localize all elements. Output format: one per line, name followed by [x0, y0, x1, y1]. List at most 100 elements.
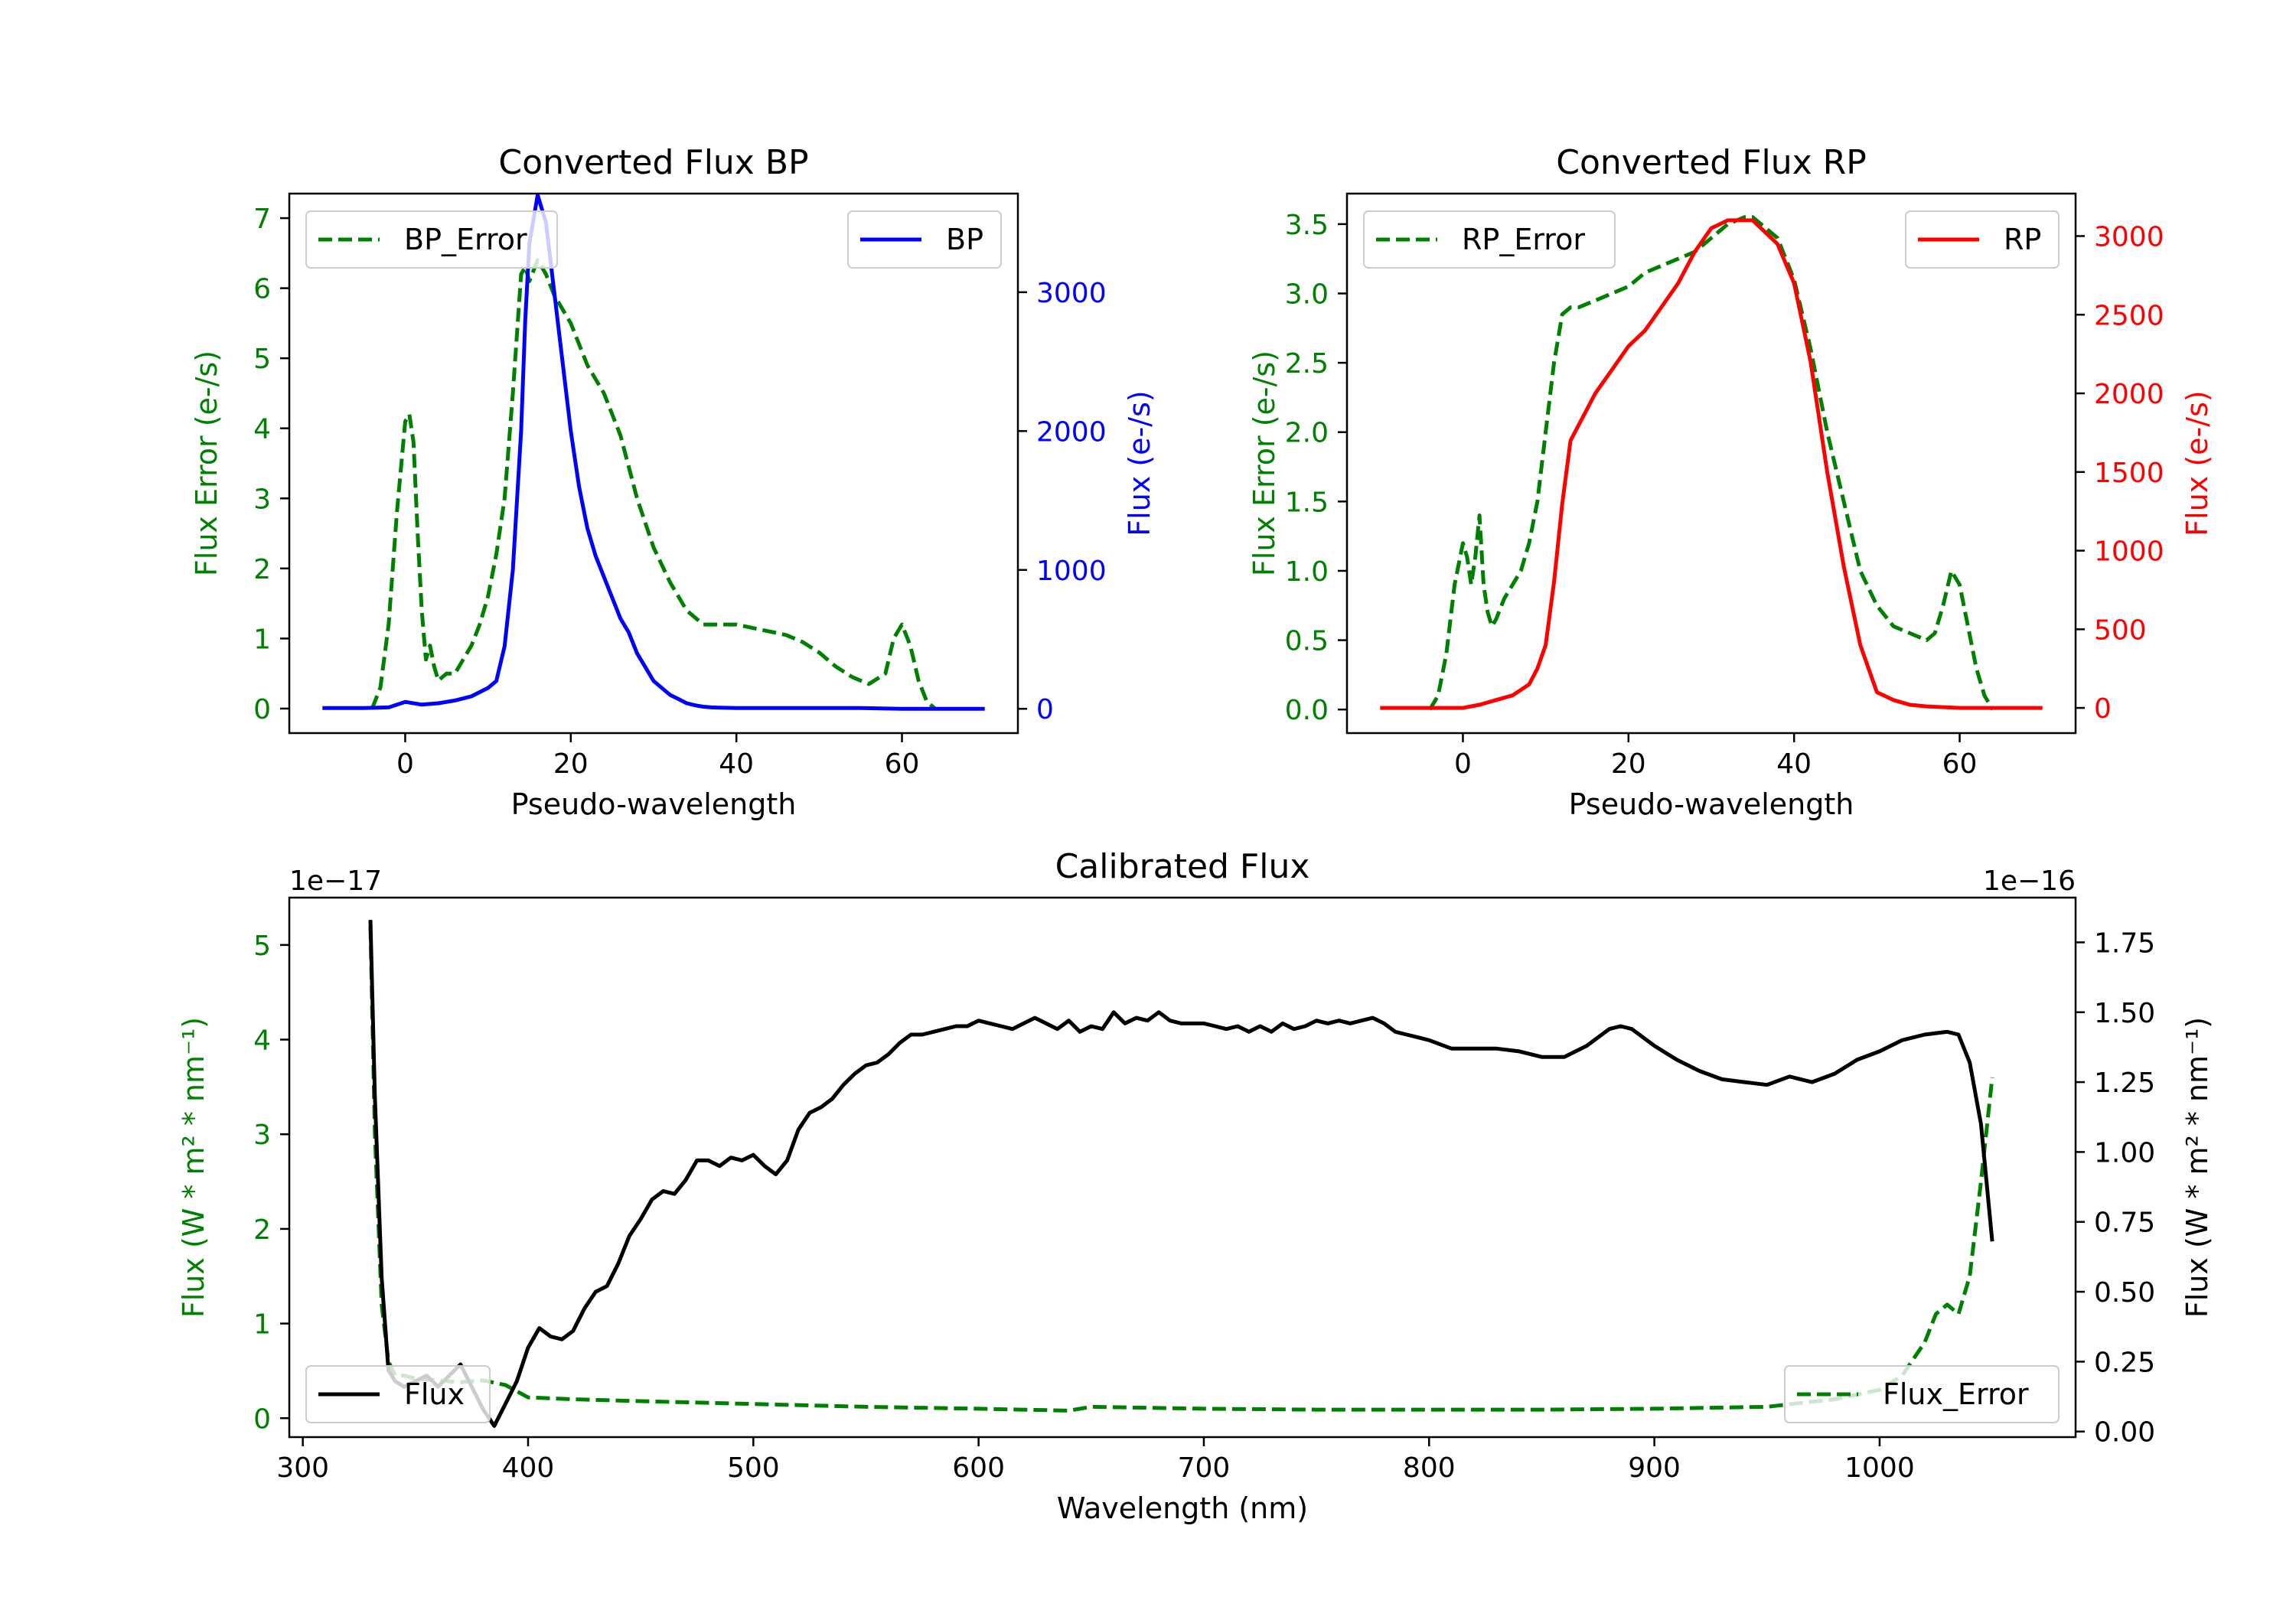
chart-bp: Converted Flux BP0 20 40 60Pseudo-wavelengt… [190, 143, 1156, 821]
legend-box [1784, 1365, 2060, 1423]
legend-box [1905, 210, 2060, 269]
right-tick-label: 1.50 [2094, 998, 2155, 1029]
chart-rp: Converted Flux RP 0 20 40 60 Pseudo-wavelengt… [1247, 143, 2214, 821]
left-tick-label: 7 [253, 204, 271, 235]
right-tick-label: 1000 [1036, 556, 1107, 587]
x-tick-label: 1000 [1844, 1452, 1915, 1484]
left-tick-label: 1.0 [1285, 556, 1329, 588]
chart-title: Converted Flux BP [498, 143, 808, 182]
legend-box [305, 1365, 491, 1423]
legend-bp: BP [847, 210, 1002, 269]
left-tick-label: 2.5 [1285, 348, 1329, 380]
left-tick-label: 0.5 [1285, 626, 1329, 657]
right-tick-label: 3000 [2094, 221, 2164, 253]
x-tick-label: 60 [1942, 748, 1978, 780]
left-tick-label: 2 [253, 554, 271, 585]
right-tick-label: 1500 [2094, 458, 2164, 489]
left-tick-label: 0 [253, 694, 271, 725]
left-tick-label: 4 [253, 1025, 271, 1057]
right-tick-label: 2000 [2094, 379, 2164, 410]
left-tick-label: 4 [253, 414, 271, 445]
legend-label: RP [2004, 223, 2041, 256]
right-tick-label: 500 [2094, 614, 2147, 646]
left-axis-label: Flux Error (e-/s) [190, 350, 223, 576]
x-axis-label: Wavelength (nm) [1057, 1491, 1308, 1525]
chart-panels: Converted Flux BP0 20 40 60Pseudo-wavelengt… [177, 143, 2214, 1525]
right-tick-label: 1000 [2094, 536, 2164, 568]
right-tick-label: 0 [1036, 694, 1054, 725]
x-tick-label: 20 [1611, 748, 1646, 780]
left-tick-label: 3 [253, 1120, 271, 1151]
left-tick-label: 1 [253, 624, 271, 655]
x-tick-label: 600 [952, 1452, 1005, 1484]
x-tick-label: 20 [553, 748, 589, 780]
legend-bp-error: BP_Error [305, 210, 558, 269]
x-tick-label: 40 [719, 748, 754, 780]
left-tick-label: 2.0 [1285, 418, 1329, 449]
x-tick-label: 800 [1403, 1452, 1456, 1484]
left-tick-label: 5 [253, 344, 271, 375]
right-axis-label: Flux (W * m² * nm⁻¹) [2180, 1017, 2214, 1318]
series-line-flux [368, 920, 1994, 1428]
right-axis-offset: 1e−16 [1983, 865, 2076, 897]
legend-label: RP_Error [1462, 223, 1585, 256]
x-tick-label: 700 [1178, 1452, 1231, 1484]
left-axis-offset: 1e−17 [289, 865, 382, 897]
x-tick-label: 300 [276, 1452, 329, 1484]
right-tick-label: 0.75 [2094, 1208, 2155, 1239]
right-tick-label: 0 [2094, 693, 2112, 725]
left-axis-label: Flux (W * m² * nm⁻¹) [177, 1017, 210, 1318]
plot-frame [288, 896, 2077, 1439]
chart-title: Converted Flux RP [1556, 143, 1867, 182]
legend-label: BP [946, 223, 983, 256]
legend-flux: Flux [305, 1365, 491, 1423]
left-tick-label: 0 [253, 1403, 271, 1435]
right-tick-label: 1.75 [2094, 927, 2155, 959]
x-tick-label: 900 [1628, 1452, 1681, 1484]
right-axis-label: Flux (e-/s) [2180, 390, 2214, 536]
chart-title: Calibrated Flux [1055, 847, 1310, 886]
left-tick-label: 3.5 [1285, 210, 1329, 241]
right-tick-label: 0.25 [2094, 1347, 2155, 1378]
series-line-rp [1380, 218, 2043, 710]
left-tick-label: 1 [253, 1309, 271, 1341]
legend-box [847, 210, 1002, 269]
left-tick-label: 6 [253, 274, 271, 305]
x-tick-label: 0 [396, 748, 414, 780]
x-axis-label: Pseudo-wavelength [1569, 787, 1854, 821]
legend-flux-error: Flux_Error [1784, 1365, 2060, 1423]
series-line-bp [322, 193, 985, 711]
right-tick-label: 2500 [2094, 300, 2164, 331]
left-tick-label: 3.0 [1285, 279, 1329, 310]
plot-frame [1345, 192, 2077, 735]
chart-cal: Calibrated Flux 300 400 500 600 700 800 900 1000… [177, 847, 2214, 1525]
right-tick-label: 0.50 [2094, 1277, 2155, 1309]
legend-label: Flux_Error [1883, 1377, 2029, 1411]
left-tick-label: 5 [253, 931, 271, 962]
left-axis-label: Flux Error (e-/s) [1247, 350, 1281, 576]
legend-label: Flux [404, 1377, 465, 1411]
x-tick-label: 400 [502, 1452, 555, 1484]
right-axis-label: Flux (e-/s) [1123, 390, 1156, 536]
x-tick-label: 0 [1454, 748, 1472, 780]
right-tick-label: 2000 [1036, 416, 1107, 448]
left-tick-label: 2 [253, 1214, 271, 1246]
series-line-rp-error [1428, 215, 1994, 711]
right-tick-label: 1.25 [2094, 1068, 2155, 1099]
legend-label: BP_Error [404, 223, 527, 256]
x-tick-label: 40 [1776, 748, 1812, 780]
legend-box [305, 210, 558, 269]
x-tick-label: 500 [727, 1452, 780, 1484]
plot-frame [288, 192, 1019, 735]
legend-rp: RP [1905, 210, 2060, 269]
legend-rp-error: RP_Error [1363, 210, 1616, 269]
series-line-bp-error [370, 258, 937, 710]
right-tick-label: 3000 [1036, 278, 1107, 309]
legend-box [1363, 210, 1616, 269]
x-axis-label: Pseudo-wavelength [511, 787, 797, 821]
left-tick-label: 3 [253, 484, 271, 515]
left-tick-label: 0.0 [1285, 695, 1329, 726]
x-tick-label: 60 [885, 748, 920, 780]
left-tick-label: 1.5 [1285, 487, 1329, 518]
